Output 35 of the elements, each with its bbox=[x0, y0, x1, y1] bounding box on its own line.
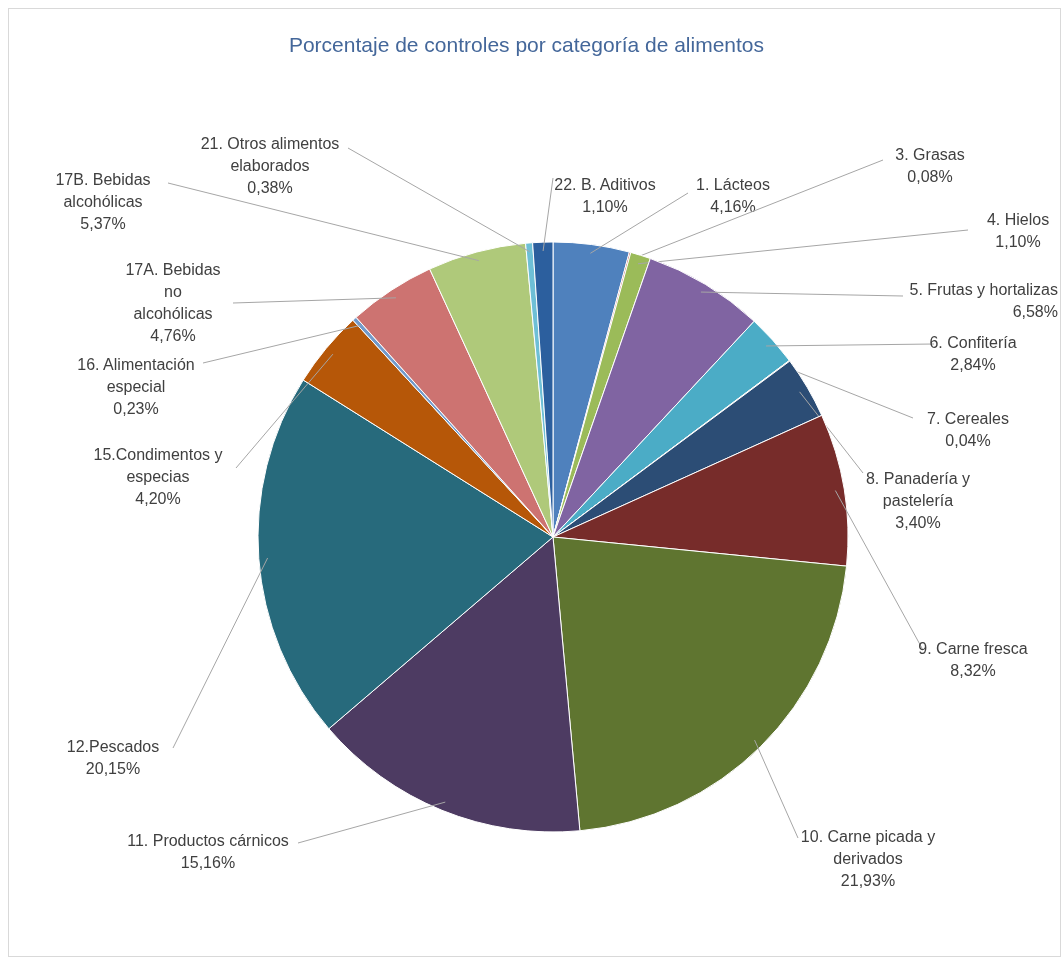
data-label: 0,23% bbox=[113, 400, 159, 417]
slice-label: 1. Lácteos bbox=[696, 176, 770, 193]
data-label: 15,16% bbox=[180, 854, 236, 871]
data-label: 4,20% bbox=[135, 490, 181, 507]
data-label: 4,76% bbox=[150, 327, 196, 344]
data-label: 6,58% bbox=[1012, 303, 1058, 320]
data-label: 8,32% bbox=[950, 662, 996, 679]
data-label: 0,04% bbox=[945, 432, 991, 449]
data-label: 0,08% bbox=[907, 168, 953, 185]
slice-label: 11. Productos cárnicos bbox=[127, 832, 289, 849]
slice-label: 16. Alimentación especial bbox=[77, 356, 195, 395]
data-label: 2,84% bbox=[950, 356, 996, 373]
slice-label: 12.Pescados bbox=[66, 738, 160, 755]
slice-label: 17A. Bebidas no alcohólicas bbox=[125, 261, 221, 322]
slice-label: 6. Confitería bbox=[929, 334, 1017, 351]
slice-label: 15.Condimentos y especias bbox=[93, 446, 223, 485]
slice-label: 8. Panadería y pastelería bbox=[865, 470, 971, 509]
chart-title: Porcentaje de controles por categoría de alimentos bbox=[288, 33, 765, 56]
data-label: 3,40% bbox=[895, 514, 941, 531]
slice-label: 22. B. Aditivos bbox=[554, 176, 656, 193]
slice-label: 5. Frutas y hortalizas bbox=[909, 281, 1058, 298]
slice-label: 7. Cereales bbox=[927, 410, 1009, 427]
data-label: 20,15% bbox=[85, 760, 141, 777]
data-label: 21,93% bbox=[840, 872, 896, 889]
data-label: 1,10% bbox=[995, 233, 1041, 250]
data-label: 4,16% bbox=[710, 198, 756, 215]
slice-label: 17B. Bebidas alcohólicas bbox=[55, 171, 151, 210]
data-label: 5,37% bbox=[80, 215, 126, 232]
data-label: 1,10% bbox=[582, 198, 628, 215]
slice-label: 10. Carne picada y derivados bbox=[800, 828, 936, 867]
slice-label: 21. Otros alimentos elaborados bbox=[200, 135, 340, 174]
data-label: 0,38% bbox=[247, 179, 293, 196]
slice-label: 4. Hielos bbox=[986, 211, 1050, 228]
slice-label: 3. Grasas bbox=[895, 146, 965, 163]
slice-label: 9. Carne fresca bbox=[918, 640, 1028, 657]
